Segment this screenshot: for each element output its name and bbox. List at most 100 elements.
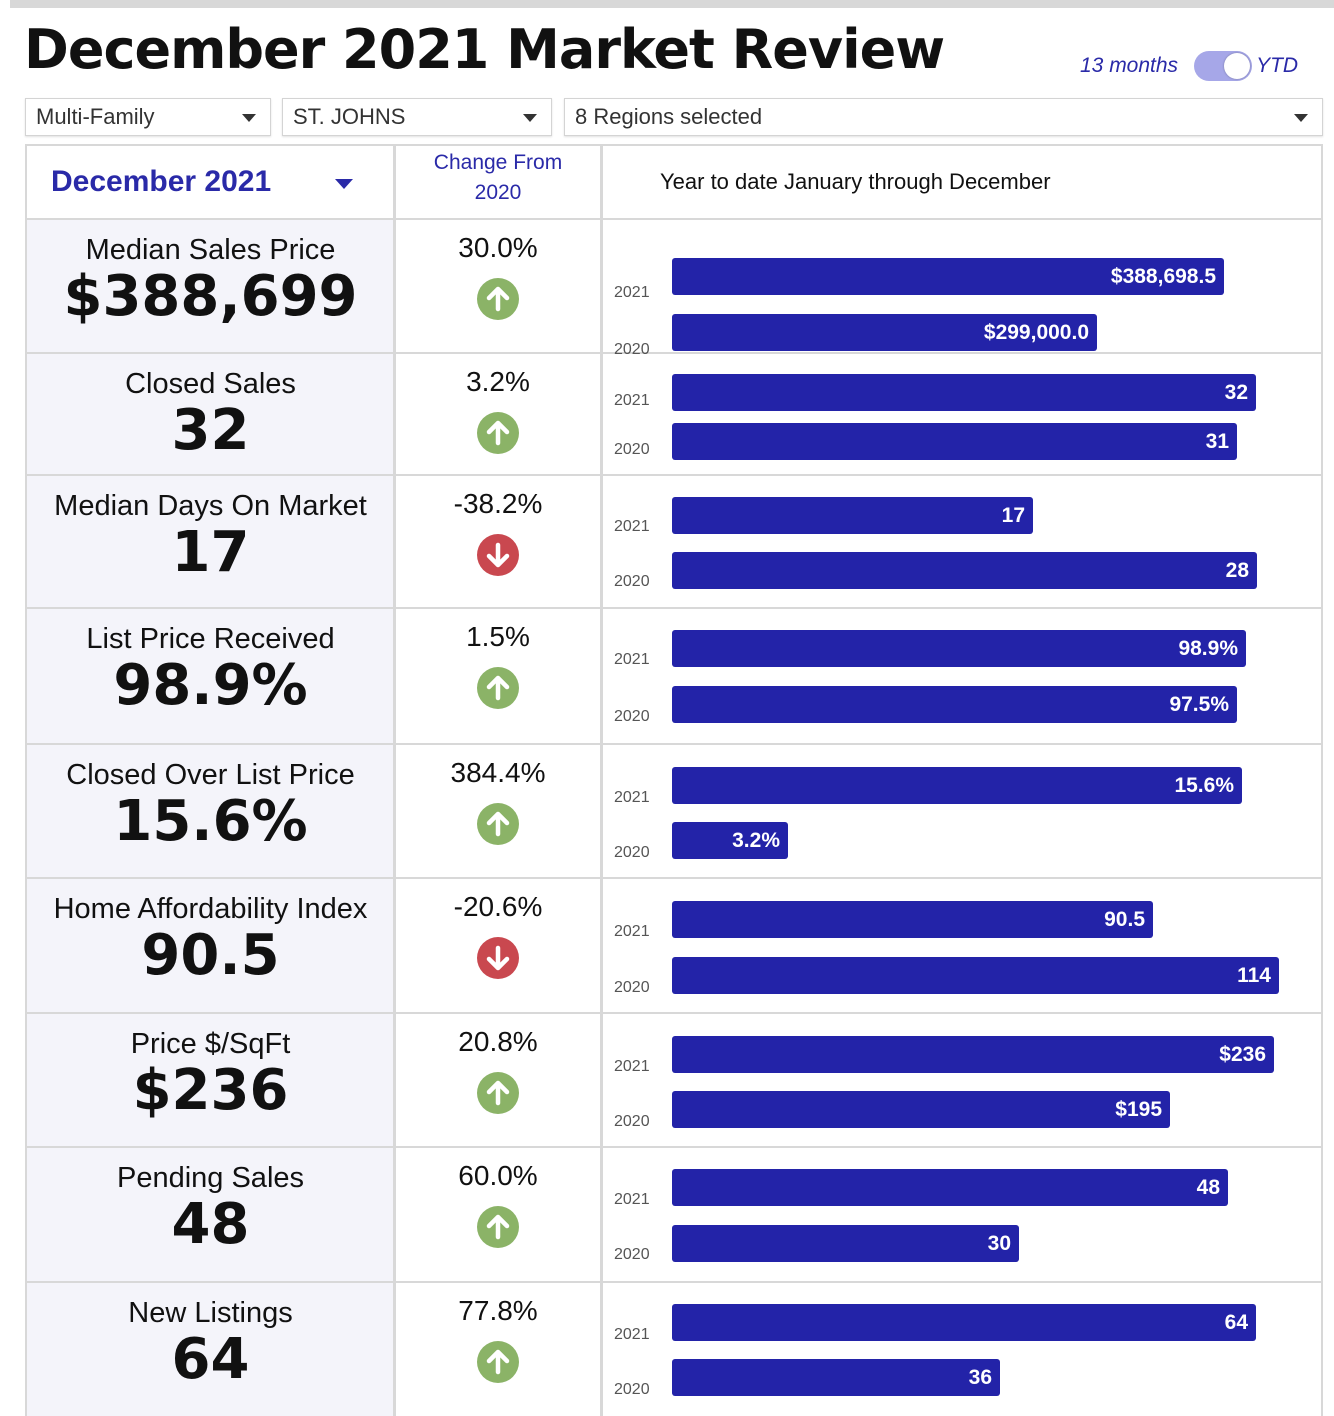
- column-divider: [393, 146, 396, 1416]
- bar-2020[interactable]: 28: [672, 552, 1257, 589]
- county-value: ST. JOHNS: [293, 104, 406, 129]
- table-row: List Price Received 98.9% 1.5% 2021 98.9% 202…: [27, 609, 1321, 745]
- metric-label: Closed Sales: [125, 368, 296, 400]
- arrow-down-icon: [477, 534, 519, 576]
- change-percent: 60.0%: [458, 1160, 538, 1191]
- metric-cell: Median Days On Market 17: [27, 476, 394, 607]
- property-type-select[interactable]: Multi-Family: [25, 98, 271, 136]
- bar-2020[interactable]: 31: [672, 423, 1237, 460]
- metric-cell: Median Sales Price $388,699: [27, 220, 394, 352]
- period-toggle[interactable]: 13 months YTD: [1080, 48, 1298, 84]
- bar-year-label: 2021: [614, 651, 650, 668]
- bar-year-label: 2020: [614, 441, 650, 458]
- table-row: Closed Sales 32 3.2% 2021 32 2020 31: [27, 354, 1321, 476]
- arrow-up-icon: [477, 1206, 519, 1248]
- bar-2021[interactable]: 32: [672, 374, 1256, 411]
- metric-value: 90.5: [141, 923, 280, 988]
- ytd-header: Year to date January through December: [660, 169, 1051, 194]
- change-from-label: Change From: [433, 151, 563, 174]
- ytd-bars-cell: 2021 98.9% 2020 97.5%: [602, 609, 1321, 743]
- change-from-header: Change From 2020: [394, 146, 602, 218]
- bar-year-label: 2021: [614, 789, 650, 806]
- change-cell: 30.0%: [394, 220, 602, 352]
- change-cell: -38.2%: [394, 476, 602, 607]
- chevron-down-icon: [523, 114, 537, 122]
- change-percent: 77.8%: [458, 1295, 538, 1326]
- arrow-up-icon: [477, 1072, 519, 1114]
- top-divider: [10, 0, 1334, 8]
- toggle-knob[interactable]: [1224, 53, 1251, 79]
- bar-year-label: 2021: [614, 1191, 650, 1208]
- ytd-bars-cell: 2021 48 2020 30: [602, 1148, 1321, 1281]
- bar-2020[interactable]: $195: [672, 1091, 1170, 1128]
- bar-2020[interactable]: 36: [672, 1359, 1000, 1396]
- regions-select[interactable]: 8 Regions selected: [564, 98, 1323, 136]
- bar-2021[interactable]: 64: [672, 1304, 1256, 1341]
- bar-2021[interactable]: $388,698.5: [672, 258, 1224, 295]
- metric-value: 17: [171, 520, 250, 585]
- bar-year-label: 2020: [614, 979, 650, 996]
- metric-cell: List Price Received 98.9%: [27, 609, 394, 743]
- page-title: December 2021 Market Review: [24, 18, 945, 81]
- ytd-bars-cell: 2021 64 2020 36: [602, 1283, 1321, 1416]
- change-percent: -38.2%: [453, 488, 543, 519]
- metric-cell: New Listings 64: [27, 1283, 394, 1416]
- arrow-up-icon: [477, 278, 519, 320]
- column-divider: [600, 146, 603, 1416]
- bar-year-label: 2020: [614, 573, 650, 590]
- bar-2020[interactable]: $299,000.0: [672, 314, 1097, 351]
- market-table: December 2021 Change From 2020 Year to d…: [25, 144, 1323, 1416]
- change-cell: 384.4%: [394, 745, 602, 877]
- change-percent: 30.0%: [458, 232, 538, 263]
- month-select[interactable]: December 2021: [27, 146, 394, 218]
- bar-2020[interactable]: 114: [672, 957, 1279, 994]
- bar-year-label: 2021: [614, 518, 650, 535]
- ytd-bars-cell: 2021 15.6% 2020 3.2%: [602, 745, 1321, 877]
- bar-2021[interactable]: 17: [672, 497, 1033, 534]
- bar-2021[interactable]: 90.5: [672, 901, 1153, 938]
- bar-2020[interactable]: 30: [672, 1225, 1019, 1262]
- change-cell: -20.6%: [394, 879, 602, 1012]
- metric-cell: Pending Sales 48: [27, 1148, 394, 1281]
- bar-2021[interactable]: 98.9%: [672, 630, 1246, 667]
- chevron-down-icon: [242, 114, 256, 122]
- metric-cell: Closed Sales 32: [27, 354, 394, 474]
- bar-year-label: 2020: [614, 1246, 650, 1263]
- bar-2020[interactable]: 3.2%: [672, 822, 788, 859]
- metric-label: List Price Received: [86, 623, 335, 655]
- month-value: December 2021: [51, 165, 272, 198]
- metric-label: Median Days On Market: [54, 490, 367, 522]
- change-from-year: 2020: [474, 181, 522, 204]
- bar-year-label: 2020: [614, 1381, 650, 1398]
- metric-label: Price $/SqFt: [130, 1028, 291, 1060]
- change-percent: 1.5%: [466, 621, 530, 652]
- change-cell: 60.0%: [394, 1148, 602, 1281]
- bar-2021[interactable]: 15.6%: [672, 767, 1242, 804]
- change-cell: 77.8%: [394, 1283, 602, 1416]
- bar-year-label: 2021: [614, 284, 650, 301]
- change-cell: 20.8%: [394, 1014, 602, 1146]
- change-percent: 20.8%: [458, 1026, 538, 1057]
- toggle-switch[interactable]: [1194, 51, 1253, 81]
- metric-value: 32: [171, 398, 250, 463]
- ytd-bars-cell: 2021 90.5 2020 114: [602, 879, 1321, 1012]
- county-select[interactable]: ST. JOHNS: [282, 98, 552, 136]
- ytd-bars-cell: 2021 $236 2020 $195: [602, 1014, 1321, 1146]
- toggle-label-13-months[interactable]: 13 months: [1080, 54, 1179, 77]
- change-percent: -20.6%: [453, 891, 543, 922]
- bar-year-label: 2020: [614, 341, 650, 358]
- bar-2021[interactable]: 48: [672, 1169, 1228, 1206]
- metric-value: 64: [171, 1327, 250, 1392]
- bar-2021[interactable]: $236: [672, 1036, 1274, 1073]
- chevron-down-icon: [335, 179, 353, 189]
- bar-2020[interactable]: 97.5%: [672, 686, 1237, 723]
- bar-year-label: 2020: [614, 844, 650, 861]
- ytd-bars-cell: 2021 $388,698.5 2020 $299,000.0: [602, 220, 1321, 358]
- toggle-label-ytd[interactable]: YTD: [1256, 54, 1299, 77]
- metric-value: 15.6%: [113, 789, 308, 854]
- metric-value: $236: [132, 1058, 289, 1123]
- bar-year-label: 2020: [614, 1113, 650, 1130]
- bar-year-label: 2021: [614, 1058, 650, 1075]
- metric-label: Home Affordability Index: [53, 893, 368, 925]
- regions-value: 8 Regions selected: [575, 104, 763, 129]
